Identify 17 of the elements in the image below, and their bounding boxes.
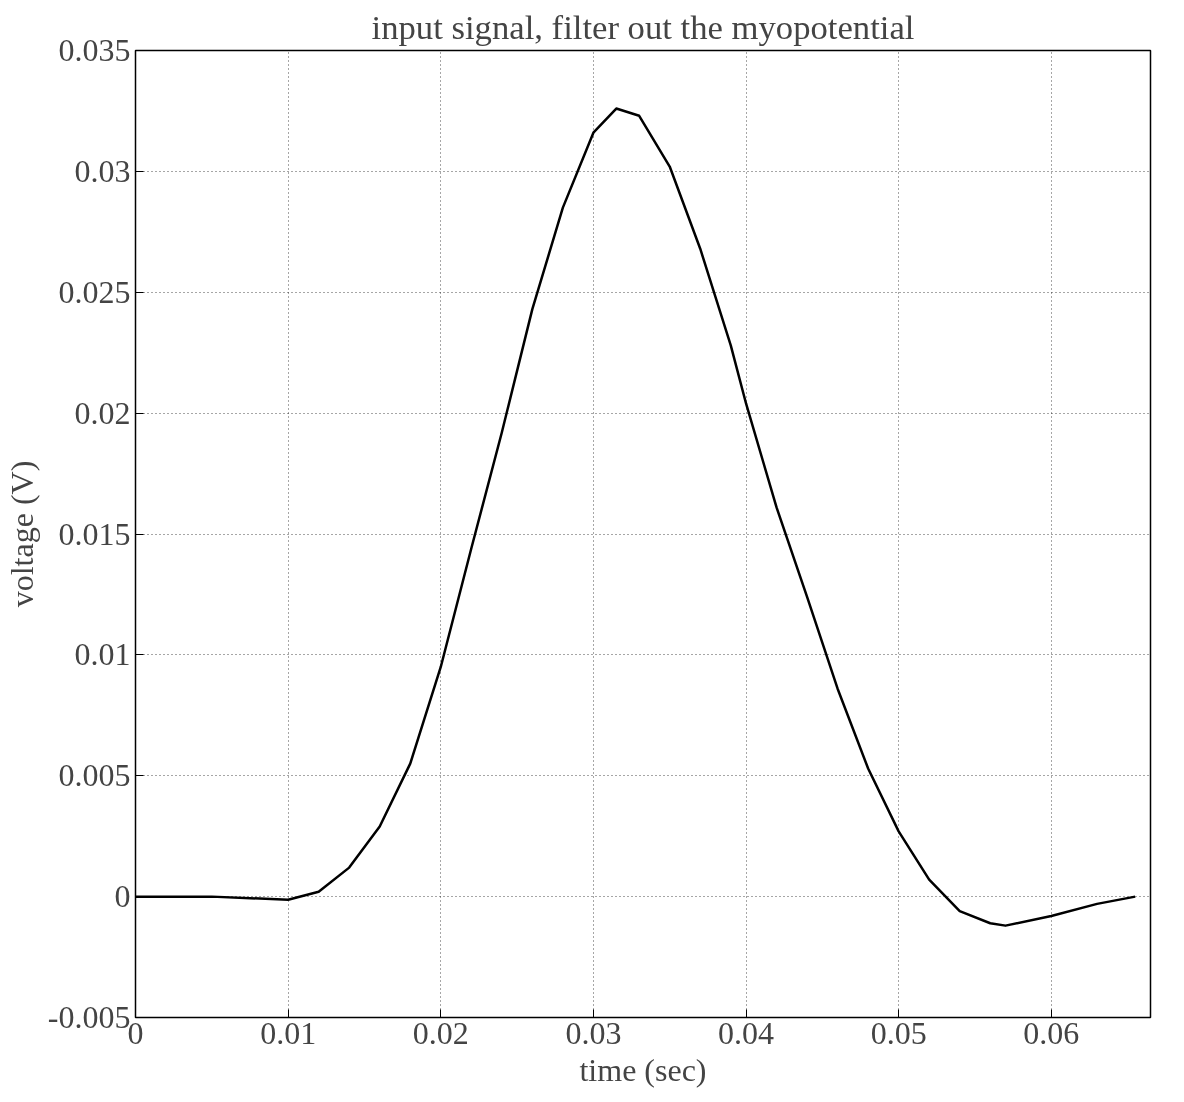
y-tick-label: 0.03 — [74, 152, 131, 189]
y-tick-label: 0.035 — [58, 32, 131, 68]
x-tick-label: 0.05 — [870, 1014, 927, 1051]
y-tick-label: 0.005 — [58, 757, 131, 794]
y-tick-label: 0.015 — [58, 515, 131, 552]
x-tick-label: 0.02 — [412, 1014, 469, 1051]
x-axis-title: time (sec) — [579, 1051, 707, 1088]
x-tick-label: 0.04 — [718, 1014, 775, 1051]
y-tick-label: 0.01 — [74, 636, 131, 673]
chart-title: input signal, filter out the myopotential — [371, 7, 915, 46]
x-tick-label: 0.06 — [1023, 1014, 1080, 1051]
y-tick-label: 0.025 — [58, 273, 131, 310]
y-tick-label: 0.02 — [74, 394, 131, 431]
x-tick-label: 0.01 — [260, 1014, 317, 1051]
y-tick-label: 0 — [114, 878, 131, 915]
y-axis-title: voltage (V) — [3, 460, 40, 608]
x-tick-label: 0.03 — [565, 1014, 622, 1051]
